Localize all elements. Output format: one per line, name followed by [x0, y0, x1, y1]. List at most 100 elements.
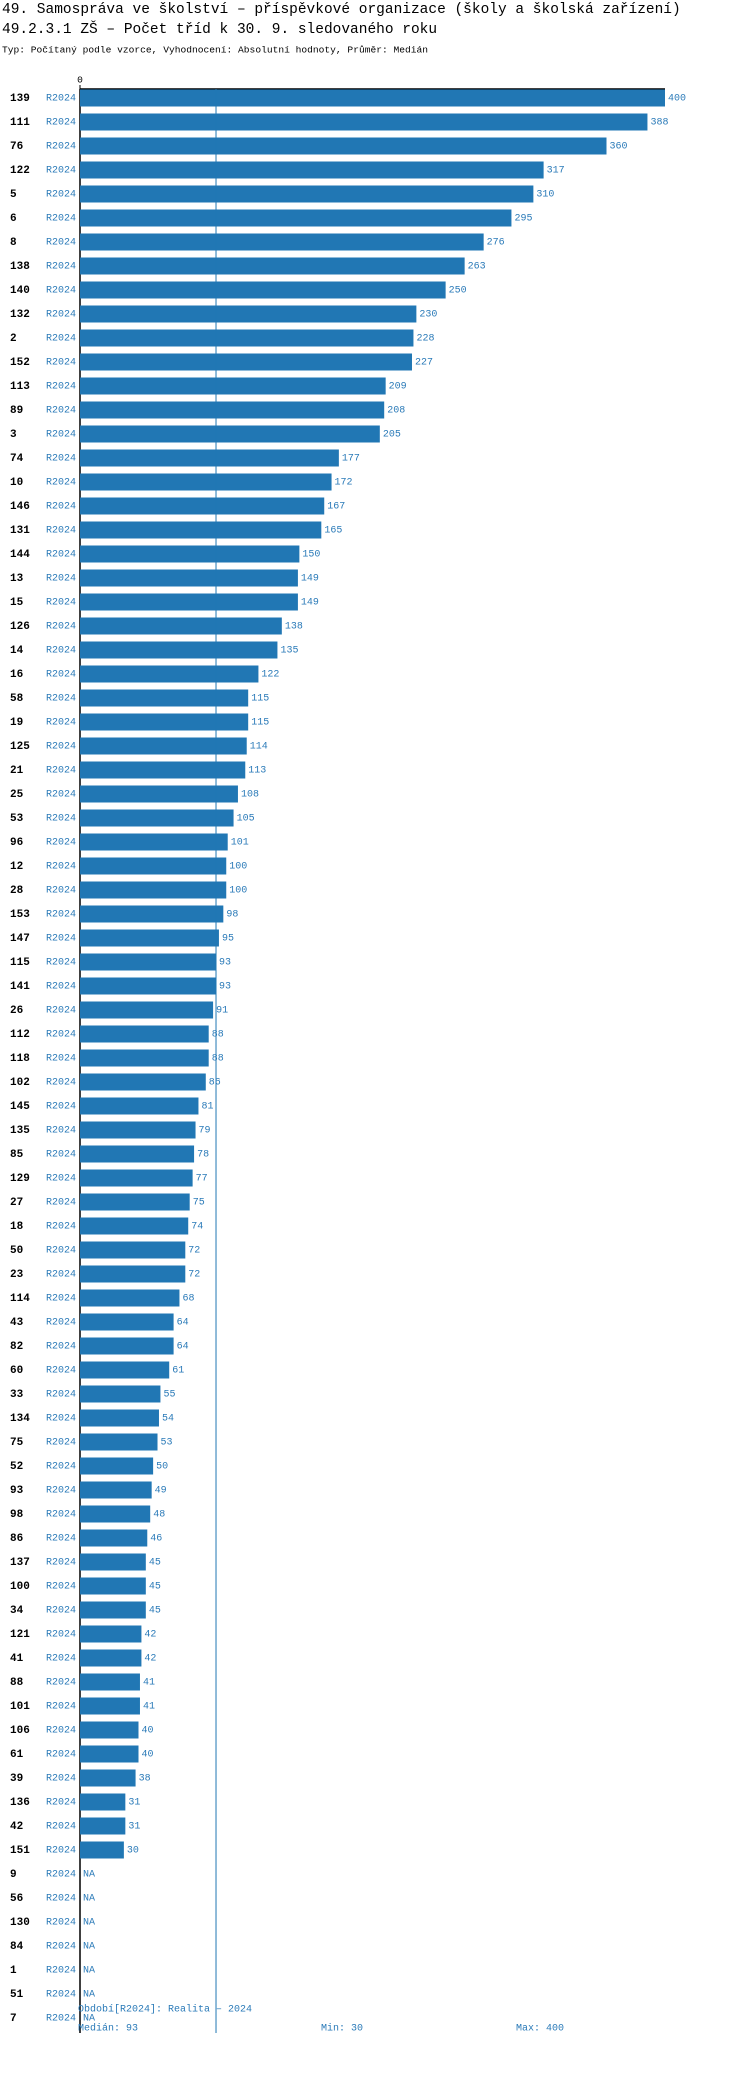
- bar: [80, 761, 246, 779]
- series-label: R2024: [46, 1822, 76, 1833]
- bar: [80, 1505, 151, 1523]
- bar: [80, 449, 339, 467]
- value-label: 317: [547, 166, 565, 177]
- series-label: R2024: [46, 262, 76, 273]
- value-label: 100: [229, 862, 247, 873]
- bar: [80, 329, 414, 347]
- bar: [80, 617, 282, 635]
- series-label: R2024: [46, 646, 76, 657]
- category-label: 125: [10, 741, 30, 753]
- value-label: 45: [149, 1582, 161, 1593]
- bar: [80, 1337, 174, 1355]
- value-label: 30: [127, 1846, 139, 1857]
- category-label: 106: [10, 1725, 30, 1737]
- bar: [80, 1409, 159, 1427]
- bar: [80, 1193, 190, 1211]
- bar: [80, 185, 534, 203]
- category-label: 19: [10, 717, 23, 729]
- value-label: 88: [212, 1054, 224, 1065]
- category-label: 27: [10, 1197, 23, 1209]
- category-label: 12: [10, 861, 23, 873]
- footer-max-value: 400: [546, 2024, 564, 2035]
- bar: [80, 833, 228, 851]
- chart-title: 49. Samospráva ve školství – příspěvkové…: [2, 2, 681, 18]
- series-label: R2024: [46, 1006, 76, 1017]
- value-label: 77: [196, 1174, 208, 1185]
- series-label: R2024: [46, 334, 76, 345]
- value-label: 100: [229, 886, 247, 897]
- category-label: 1: [10, 1965, 17, 1977]
- bar: [80, 881, 227, 899]
- series-label: R2024: [46, 1606, 76, 1617]
- series-label: R2024: [46, 550, 76, 561]
- bar: [80, 1145, 195, 1163]
- value-label: 108: [241, 790, 259, 801]
- category-label: 132: [10, 309, 30, 321]
- series-label: R2024: [46, 1438, 76, 1449]
- category-label: 60: [10, 1365, 23, 1377]
- category-label: 151: [10, 1845, 30, 1857]
- value-label: 209: [389, 382, 407, 393]
- series-label: R2024: [46, 190, 76, 201]
- value-label: 388: [650, 118, 668, 129]
- category-label: 137: [10, 1557, 30, 1569]
- bar: [80, 953, 217, 971]
- bar: [80, 1553, 146, 1571]
- series-label: R2024: [46, 622, 76, 633]
- value-label: 40: [142, 1726, 154, 1737]
- series-label: R2024: [46, 358, 76, 369]
- series-label: R2024: [46, 1630, 76, 1641]
- category-label: 141: [10, 981, 30, 993]
- category-label: 138: [10, 261, 30, 273]
- value-label: 172: [335, 478, 353, 489]
- category-label: 61: [10, 1749, 24, 1761]
- value-label: 45: [149, 1606, 161, 1617]
- category-label: 26: [10, 1005, 23, 1017]
- bar: [80, 1529, 148, 1547]
- series-label: R2024: [46, 1726, 76, 1737]
- bar: [80, 1169, 193, 1187]
- category-label: 13: [10, 573, 24, 585]
- bar: [80, 1001, 214, 1019]
- category-label: 113: [10, 381, 30, 393]
- series-label: R2024: [46, 1582, 76, 1593]
- value-label: 227: [415, 358, 433, 369]
- value-label: 263: [468, 262, 486, 273]
- series-label: R2024: [46, 1534, 76, 1545]
- value-label: 114: [250, 742, 268, 753]
- category-label: 76: [10, 141, 23, 153]
- value-label: 38: [139, 1774, 151, 1785]
- category-label: 18: [10, 1221, 24, 1233]
- value-label: 53: [161, 1438, 173, 1449]
- series-label: R2024: [46, 670, 76, 681]
- category-label: 9: [10, 1869, 17, 1881]
- bar: [80, 1601, 146, 1619]
- value-label: NA: [83, 1918, 95, 1929]
- value-label: 74: [191, 1222, 203, 1233]
- series-label: R2024: [46, 1366, 76, 1377]
- bar: [80, 929, 219, 947]
- category-label: 118: [10, 1053, 30, 1065]
- category-label: 74: [10, 453, 24, 465]
- value-label: 150: [302, 550, 320, 561]
- series-label: R2024: [46, 454, 76, 465]
- series-label: R2024: [46, 1462, 76, 1473]
- category-label: 41: [10, 1653, 24, 1665]
- category-label: 15: [10, 597, 24, 609]
- bar: [80, 425, 380, 443]
- value-label: 64: [177, 1342, 189, 1353]
- series-label: R2024: [46, 478, 76, 489]
- series-label: R2024: [46, 1750, 76, 1761]
- bar: [80, 1313, 174, 1331]
- category-label: 98: [10, 1509, 24, 1521]
- series-label: R2024: [46, 1966, 76, 1977]
- value-label: 250: [449, 286, 467, 297]
- chart-subtitle: 49.2.3.1 ZŠ – Počet tříd k 30. 9. sledov…: [2, 20, 437, 38]
- category-label: 51: [10, 1989, 24, 2001]
- category-label: 144: [10, 549, 30, 561]
- category-label: 114: [10, 1293, 30, 1305]
- value-label: 68: [182, 1294, 194, 1305]
- value-label: 95: [222, 934, 234, 945]
- bar: [80, 89, 665, 107]
- bar: [80, 257, 465, 275]
